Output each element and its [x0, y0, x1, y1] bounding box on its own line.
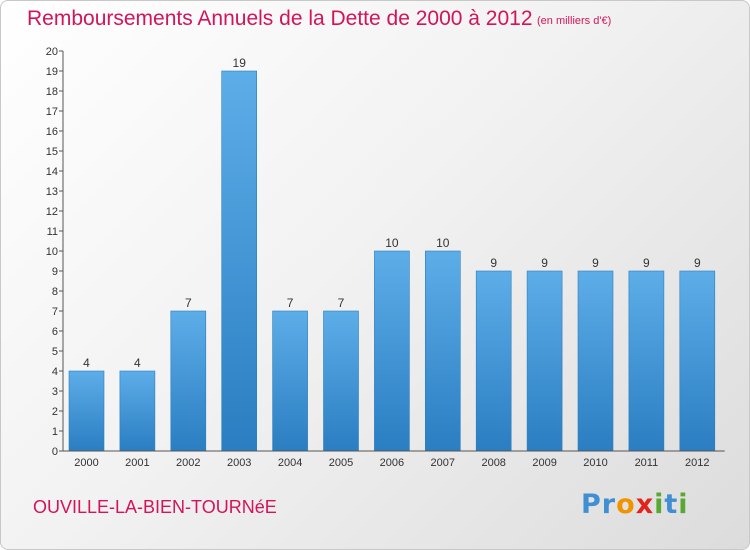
- logo-letter-1: r: [601, 489, 617, 520]
- y-tick-12: 12: [46, 206, 58, 218]
- value-label-2008: 9: [490, 256, 497, 270]
- y-tick-16: 16: [46, 126, 58, 138]
- x-tick-2012: 2012: [685, 457, 709, 469]
- x-tick-2000: 2000: [74, 457, 98, 469]
- y-tick-4: 4: [52, 366, 58, 378]
- bar-2011: [628, 270, 665, 452]
- x-tick-2005: 2005: [329, 457, 353, 469]
- y-tick-10: 10: [46, 246, 58, 258]
- bar-2012: [679, 270, 716, 452]
- logo-letter-0: P: [581, 489, 602, 520]
- logo-letter-4: i: [654, 489, 665, 520]
- value-label-2006: 10: [385, 236, 399, 250]
- bar-2002: [170, 310, 207, 452]
- logo-letter-6: i: [678, 489, 689, 520]
- y-tick-15: 15: [46, 146, 58, 158]
- x-tick-2006: 2006: [380, 457, 404, 469]
- bar-2003: [221, 70, 257, 452]
- y-tick-6: 6: [52, 326, 58, 338]
- bar-2005: [323, 310, 359, 452]
- bar-2010: [577, 270, 614, 452]
- value-label-2011: 9: [643, 256, 650, 270]
- x-tick-2001: 2001: [125, 457, 149, 469]
- logo-letter-2: o: [616, 489, 636, 520]
- value-label-2005: 7: [338, 296, 345, 310]
- y-tick-13: 13: [46, 186, 58, 198]
- y-tick-19: 19: [46, 66, 58, 78]
- y-tick-9: 9: [52, 266, 58, 278]
- bar-2008: [475, 270, 512, 452]
- x-tick-2003: 2003: [227, 457, 251, 469]
- y-tick-20: 20: [46, 46, 58, 58]
- bars-group: 4 4 7 19 7 7 10 10 9 9 9 9 9: [68, 56, 716, 452]
- y-tick-0: 0: [52, 446, 58, 458]
- value-label-2009: 9: [541, 256, 548, 270]
- y-tick-8: 8: [52, 286, 58, 298]
- logo-letter-5: t: [664, 489, 679, 520]
- y-tick-1: 1: [52, 426, 58, 438]
- bar-2001: [119, 370, 156, 452]
- x-tick-2011: 2011: [635, 457, 659, 469]
- x-tick-2009: 2009: [532, 457, 556, 469]
- y-tick-5: 5: [52, 346, 58, 358]
- value-label-2002: 7: [185, 296, 192, 310]
- x-tick-2008: 2008: [481, 457, 505, 469]
- value-label-2003: 19: [233, 56, 247, 70]
- value-label-2007: 10: [436, 236, 450, 250]
- y-tick-17: 17: [46, 106, 58, 118]
- value-label-2010: 9: [592, 256, 599, 270]
- y-tick-18: 18: [46, 86, 58, 98]
- y-tick-14: 14: [46, 166, 58, 178]
- y-tick-2: 2: [52, 406, 58, 418]
- bar-2009: [526, 270, 563, 452]
- x-tick-2002: 2002: [176, 457, 200, 469]
- proxiti-logo: Proxiti: [581, 489, 689, 520]
- value-label-2012: 9: [694, 256, 701, 270]
- y-tick-7: 7: [52, 306, 58, 318]
- x-tick-2007: 2007: [431, 457, 455, 469]
- y-tick-3: 3: [52, 386, 58, 398]
- chart-subtitle: (en milliers d'€): [537, 15, 612, 27]
- bar-2007: [424, 250, 461, 452]
- bar-2006: [374, 250, 410, 452]
- value-label-2004: 7: [287, 296, 294, 310]
- bar-2004: [272, 310, 308, 452]
- logo-letter-3: x: [635, 489, 655, 520]
- chart-title: Remboursements Annuels de la Dette de 20…: [27, 7, 533, 30]
- x-tick-2010: 2010: [583, 457, 607, 469]
- value-label-2000: 4: [83, 356, 90, 370]
- axes-group: 2000 2001 2002 2003 2004 2005 2006 2007 2008 2009…: [46, 46, 725, 469]
- bar-2000: [68, 370, 105, 452]
- value-label-2001: 4: [134, 356, 141, 370]
- x-tick-2004: 2004: [278, 457, 302, 469]
- y-tick-11: 11: [47, 226, 58, 238]
- commune-name: OUVILLE-LA-BIEN-TOURNéE: [33, 497, 277, 517]
